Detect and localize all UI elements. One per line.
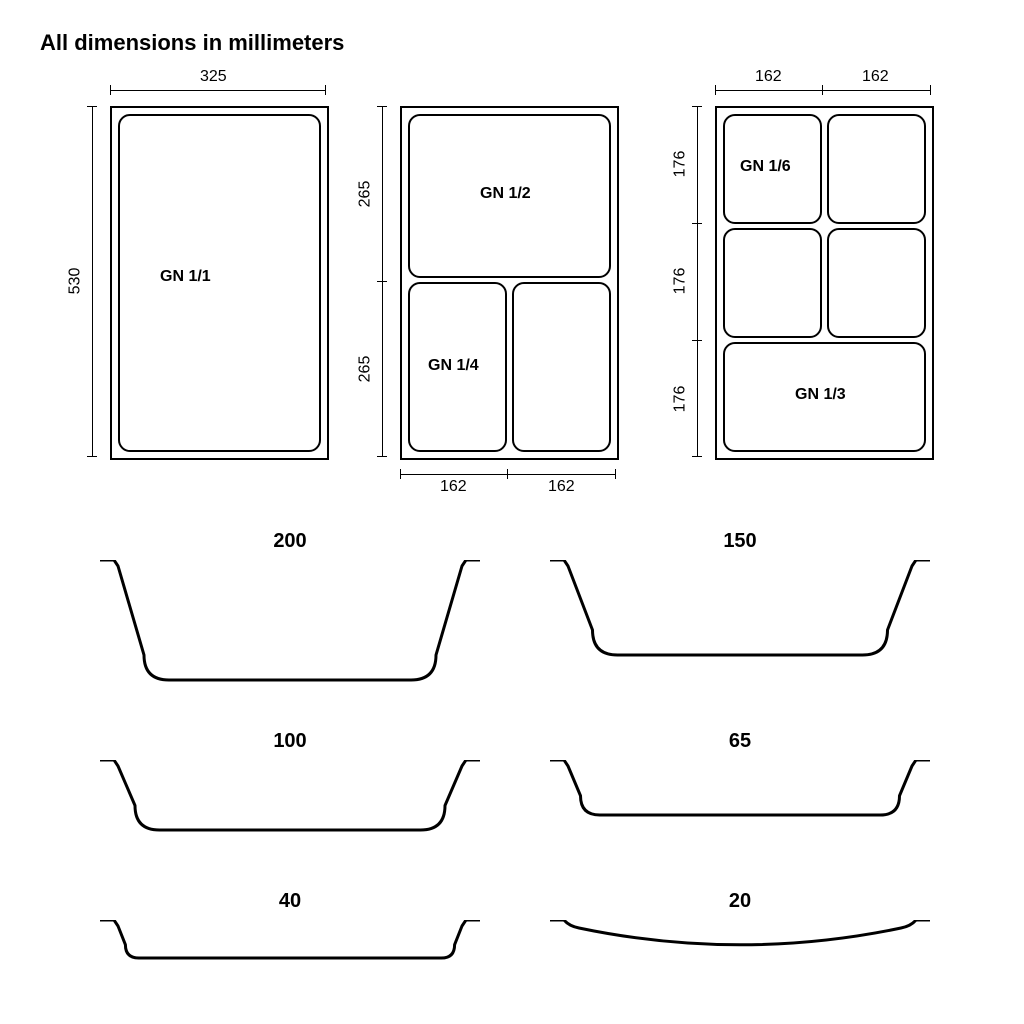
dim-176a: 176 xyxy=(671,151,689,178)
pan-profile: 200 xyxy=(100,560,480,684)
dim-176b: 176 xyxy=(671,268,689,295)
dim-tick xyxy=(377,281,387,282)
dim-tick xyxy=(110,85,111,95)
dim-162b: 162 xyxy=(548,478,575,496)
dim-265a: 265 xyxy=(356,181,374,208)
gn11-label: GN 1/1 xyxy=(160,268,211,286)
dim-176c: 176 xyxy=(671,386,689,413)
dim-tick xyxy=(377,456,387,457)
pan-profile: 150 xyxy=(550,560,930,659)
gn11-inner xyxy=(118,114,321,452)
dim-tick xyxy=(930,85,931,95)
dim-530: 530 xyxy=(66,268,84,295)
dim-tick xyxy=(692,340,702,341)
pan-depth-label: 20 xyxy=(550,890,930,913)
pan-profile: 20 xyxy=(550,920,930,950)
pan-depth-label: 200 xyxy=(100,530,480,553)
dim-tick xyxy=(715,85,716,95)
gn16-3 xyxy=(723,228,822,338)
dim-tick xyxy=(87,106,97,107)
dim-line xyxy=(110,90,325,91)
dim-162d: 162 xyxy=(862,68,889,86)
dim-tick xyxy=(615,469,616,479)
dim-325: 325 xyxy=(200,68,227,86)
pan-depth-label: 65 xyxy=(550,730,930,753)
page-title: All dimensions in millimeters xyxy=(40,30,344,56)
dim-tick xyxy=(692,456,702,457)
gn12-label: GN 1/2 xyxy=(480,185,531,203)
dim-tick xyxy=(822,85,823,95)
dim-tick xyxy=(507,469,508,479)
dim-tick xyxy=(325,85,326,95)
gn16-2 xyxy=(827,114,926,224)
pan-profile: 40 xyxy=(100,920,480,962)
dim-162c: 162 xyxy=(755,68,782,86)
dim-tick xyxy=(692,223,702,224)
dim-tick xyxy=(692,106,702,107)
pan-profile: 100 xyxy=(100,760,480,834)
pan-depth-label: 100 xyxy=(100,730,480,753)
gn14-label: GN 1/4 xyxy=(428,357,479,375)
gn14-q2 xyxy=(512,282,611,452)
dim-162a: 162 xyxy=(440,478,467,496)
pan-profile: 65 xyxy=(550,760,930,819)
dim-tick xyxy=(87,456,97,457)
dim-tick xyxy=(377,106,387,107)
gn16-4 xyxy=(827,228,926,338)
dim-line xyxy=(92,106,93,456)
pan-depth-label: 150 xyxy=(550,530,930,553)
pan-depth-label: 40 xyxy=(100,890,480,913)
dim-line xyxy=(697,106,698,456)
gn16-label: GN 1/6 xyxy=(740,158,791,176)
dim-tick xyxy=(400,469,401,479)
dim-265b: 265 xyxy=(356,356,374,383)
gn13-label: GN 1/3 xyxy=(795,386,846,404)
